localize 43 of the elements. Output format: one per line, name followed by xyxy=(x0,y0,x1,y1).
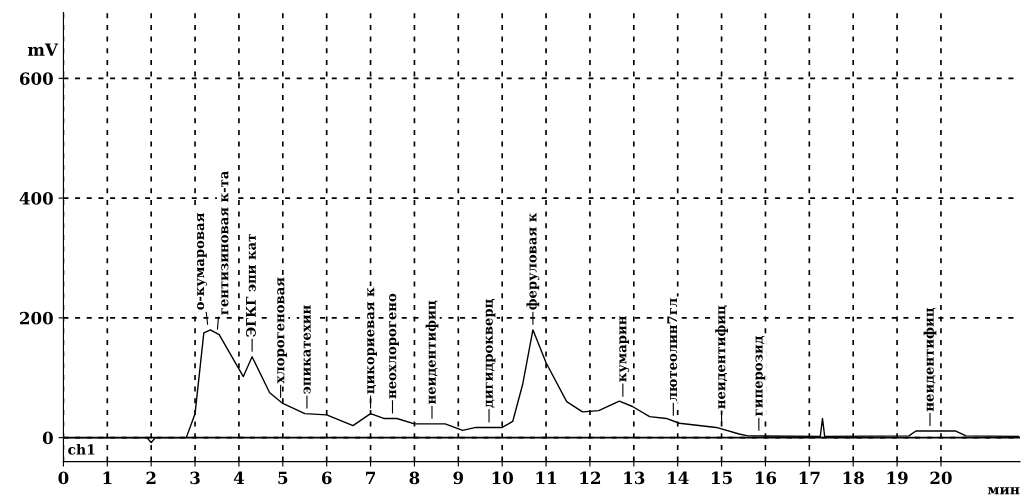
x-tick-label: 2 xyxy=(146,471,156,484)
x-tick-label: 8 xyxy=(409,471,420,485)
annotation: лютеолин7гл xyxy=(667,298,678,402)
y-tick-label: 400 xyxy=(19,192,53,205)
annotation: кумарин xyxy=(619,316,630,382)
x-tick-label: 4 xyxy=(233,471,245,484)
y-tick-label: 200 xyxy=(20,311,53,325)
x-tick-label: 12 xyxy=(580,471,601,484)
x-tick-label: 7 xyxy=(366,471,375,484)
annotation: неохлорогено xyxy=(389,293,399,399)
x-tick-label: 3 xyxy=(190,471,200,485)
annotation: о-кумаровая xyxy=(197,213,207,310)
x-tick-label: 10 xyxy=(492,471,514,485)
x-tick-label: 14 xyxy=(668,471,689,484)
annotation: эпикатехин xyxy=(303,305,311,394)
annotation: феруловая к xyxy=(526,212,540,310)
x-tick-label: 18 xyxy=(843,471,864,485)
annotation: цикориевая к xyxy=(367,287,377,394)
x-tick-label: 11 xyxy=(536,471,556,484)
annotation: дигидрокверц xyxy=(485,299,496,408)
x-tick-label: 5 xyxy=(278,471,288,485)
x-tick-label: 1 xyxy=(103,471,112,484)
x-tick-label: 15 xyxy=(712,471,732,485)
x-tick-label: 9 xyxy=(453,471,464,485)
x-tick-label: 20 xyxy=(930,471,952,485)
annotation: ЭГКГ эпи кат xyxy=(245,234,256,337)
annotation: гентизиновая к-та xyxy=(221,170,229,315)
x-tick-label: 13 xyxy=(624,471,645,485)
annotation: хлорогеновая xyxy=(277,277,287,384)
annotation: неидентифиц xyxy=(923,307,937,412)
annotation: гиперозид xyxy=(755,335,766,416)
annotation: неидентифиц xyxy=(425,300,439,404)
x-tick-label: 19 xyxy=(887,471,908,485)
y-tick-label: 600 xyxy=(19,72,53,85)
x-tick-label: 0 xyxy=(58,471,69,485)
annotation: ch1 xyxy=(68,443,95,455)
x-axis-title: мин xyxy=(987,487,1020,495)
y-tick-label: 0 xyxy=(42,431,53,445)
x-tick-label: 6 xyxy=(321,471,332,485)
x-tick-label: 17 xyxy=(799,471,820,484)
x-tick-label: 16 xyxy=(755,471,777,485)
y-axis-title: mV xyxy=(27,43,59,56)
annotation: неидентифиц xyxy=(715,305,728,409)
